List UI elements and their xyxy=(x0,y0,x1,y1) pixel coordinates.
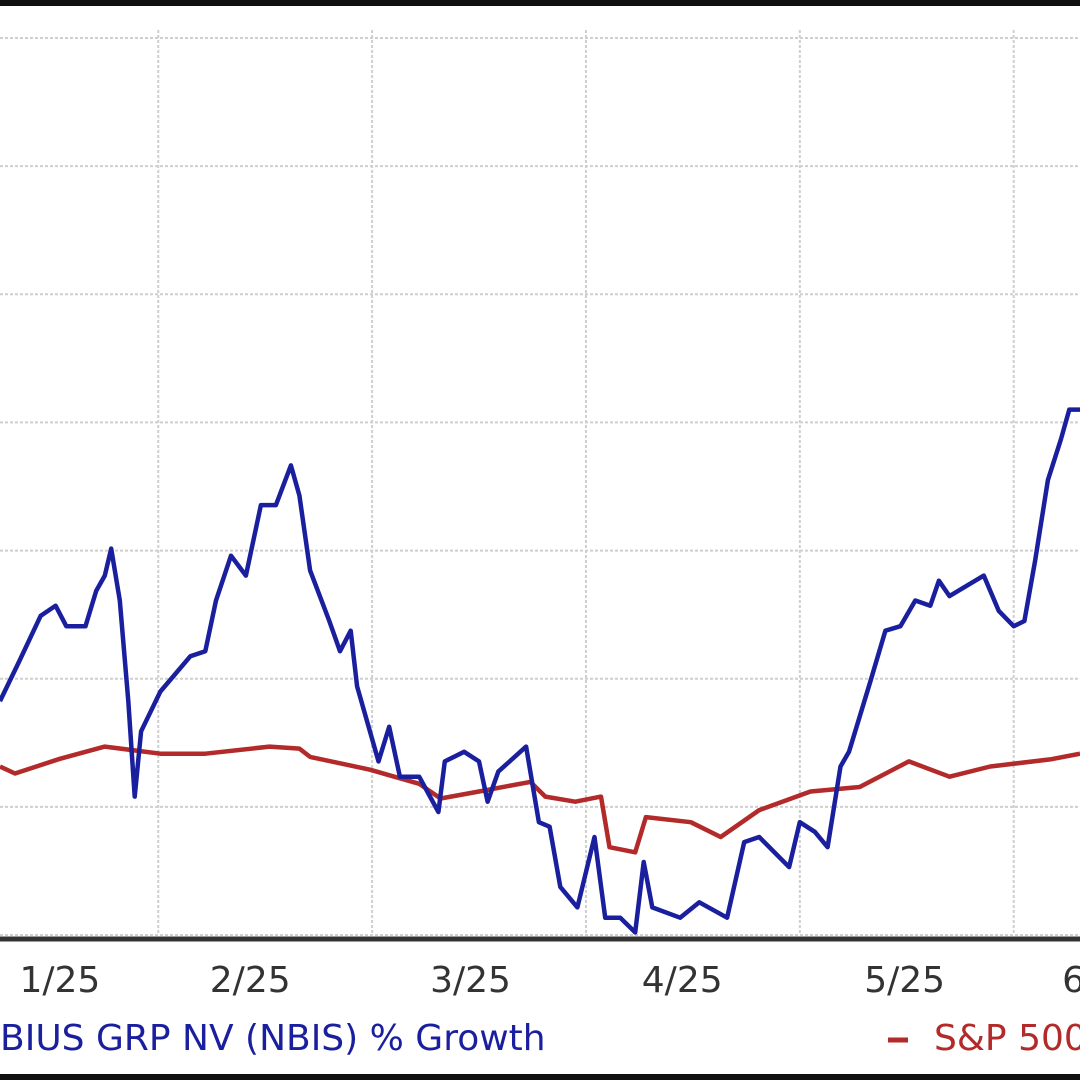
legend-label: S&P 500 xyxy=(934,1018,1080,1059)
frame-top xyxy=(0,0,1080,6)
x-axis: 1/25 2/25 3/25 4/25 5/25 6 xyxy=(0,936,1080,1001)
series-line xyxy=(0,407,1080,935)
x-tick-label: 1/25 xyxy=(19,960,100,1001)
legend: BIUS GRP NV (NBIS) % Growth S&P 500 xyxy=(0,1018,1080,1059)
x-tick-label: 2/25 xyxy=(210,960,291,1001)
plot xyxy=(0,407,1080,935)
x-tick-label: 6 xyxy=(1062,960,1080,1001)
frame-bottom xyxy=(0,1074,1080,1080)
x-tick-label: 3/25 xyxy=(430,960,511,1001)
x-tick-label: 5/25 xyxy=(864,960,945,1001)
grid xyxy=(0,30,1080,936)
legend-label: BIUS GRP NV (NBIS) % Growth xyxy=(0,1018,546,1059)
x-tick-label: 4/25 xyxy=(642,960,723,1001)
series-line xyxy=(0,744,1080,855)
